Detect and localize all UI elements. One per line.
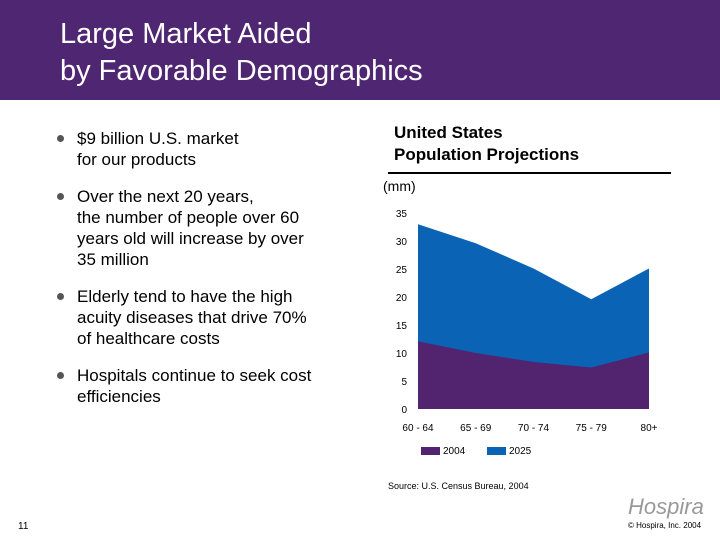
bullet-text: the number of people over 60 bbox=[77, 208, 300, 227]
bullet-icon bbox=[57, 135, 64, 142]
y-tick-label: 35 bbox=[396, 209, 408, 220]
chart-title-line: United States bbox=[394, 123, 503, 142]
bullet: $9 billion U.S. market for our products bbox=[55, 128, 365, 170]
divider bbox=[388, 172, 671, 174]
bullet-text: for our products bbox=[77, 150, 197, 169]
copyright: © Hospira, Inc. 2004 bbox=[628, 521, 702, 530]
bullet-list: $9 billion U.S. market for our products O… bbox=[55, 128, 365, 407]
title-line: by Favorable Demographics bbox=[60, 55, 423, 87]
bullet-text: of healthcare costs bbox=[77, 329, 220, 348]
x-tick-label: 65 - 69 bbox=[460, 423, 492, 434]
y-tick-label: 30 bbox=[396, 237, 408, 248]
source-note: Source: U.S. Census Bureau, 2004 bbox=[388, 481, 529, 491]
bullet-text: Over the next 20 years, bbox=[77, 187, 254, 206]
x-tick-label: 60 - 64 bbox=[402, 423, 434, 434]
bullet-text: 35 million bbox=[77, 250, 149, 269]
bullet-text: Elderly tend to have the high bbox=[77, 287, 293, 306]
bullet-icon bbox=[57, 372, 64, 379]
area-series-2004 bbox=[418, 341, 649, 409]
y-tick-label: 20 bbox=[396, 293, 408, 304]
bullet-text: $9 billion U.S. market bbox=[77, 129, 239, 148]
legend-swatch bbox=[487, 447, 506, 455]
bullet-text: Hospitals continue to seek cost bbox=[77, 366, 312, 385]
bullet: Over the next 20 years, the number of peo… bbox=[55, 186, 365, 270]
legend-label: 2025 bbox=[509, 446, 532, 457]
bullet-text: efficiencies bbox=[77, 387, 161, 406]
bullet-text: acuity diseases that drive 70% bbox=[77, 308, 307, 327]
bullet: Hospitals continue to seek cost efficienc… bbox=[55, 365, 365, 407]
chart-title: United States Population Projections bbox=[394, 122, 579, 166]
x-tick-label: 80+ bbox=[641, 423, 658, 434]
y-tick-label: 15 bbox=[396, 321, 408, 332]
bullet-icon bbox=[57, 293, 64, 300]
legend-label: 2004 bbox=[443, 446, 466, 457]
x-tick-label: 70 - 74 bbox=[518, 423, 550, 434]
bullet: Elderly tend to have the high acuity dise… bbox=[55, 286, 365, 349]
y-tick-label: 5 bbox=[401, 377, 407, 388]
title-line: Large Market Aided bbox=[60, 18, 312, 50]
y-axis-label: (mm) bbox=[383, 178, 416, 194]
y-tick-label: 25 bbox=[396, 265, 408, 276]
y-tick-label: 10 bbox=[396, 349, 408, 360]
hospira-logo: Hospira bbox=[628, 494, 704, 519]
page-number: 11 bbox=[18, 521, 29, 532]
slide-title: Large Market Aided by Favorable Demograp… bbox=[60, 16, 423, 90]
y-tick-label: 0 bbox=[401, 405, 407, 416]
bullet-icon bbox=[57, 193, 64, 200]
bullet-text: years old will increase by over bbox=[77, 229, 304, 248]
x-tick-label: 75 - 79 bbox=[576, 423, 608, 434]
title-bar bbox=[0, 0, 720, 100]
chart-title-line: Population Projections bbox=[394, 145, 580, 164]
legend-swatch bbox=[421, 447, 440, 455]
